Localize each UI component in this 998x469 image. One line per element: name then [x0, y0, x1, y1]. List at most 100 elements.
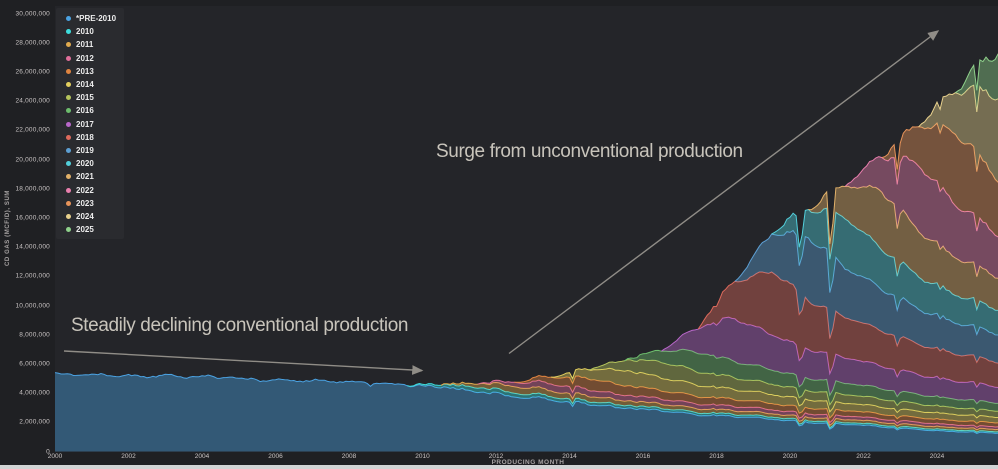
area-outline-2025 [955, 53, 998, 94]
legend-dot-icon [66, 55, 71, 61]
legend-item-2018[interactable]: 2018 [56, 131, 124, 144]
legend-label: 2025 [76, 225, 94, 235]
legend-item-2021[interactable]: 2021 [56, 170, 124, 183]
legend-dot-icon [66, 108, 71, 114]
legend-label: 2012 [76, 53, 94, 63]
horizontal-scrollbar[interactable] [0, 465, 998, 469]
legend-dot-icon [66, 174, 71, 180]
legend-item-2010[interactable]: 2010 [56, 25, 124, 38]
legend-label: 2018 [76, 132, 94, 142]
area-2018[interactable] [698, 272, 998, 388]
area-outline-2024 [918, 84, 998, 128]
legend-label: 2010 [76, 27, 94, 37]
legend-item-2025[interactable]: 2025 [56, 223, 124, 236]
y-tick-label: 4,000,000 [19, 389, 50, 397]
legend: *PRE-2010 2010 2011 2012 2013 2014 2015 2016 201… [56, 8, 124, 240]
legend-item-2011[interactable]: 2011 [56, 38, 124, 51]
surge-arrow [508, 30, 940, 355]
annotation-surge: Surge from unconventional production [436, 141, 743, 162]
y-tick-label: 18,000,000 [15, 185, 50, 193]
x-tick-label: 2016 [635, 453, 651, 460]
legend-item-2024[interactable]: 2024 [56, 210, 124, 223]
legend-dot-icon [66, 147, 71, 153]
legend-label: 2019 [76, 145, 94, 155]
legend-dot-icon [66, 134, 71, 140]
y-tick-label: 20,000,000 [15, 156, 50, 163]
y-tick-label: 24,000,000 [15, 97, 50, 105]
y-tick-label: 22,000,000 [15, 126, 50, 134]
x-tick-label: 2020 [782, 453, 798, 460]
legend-label: 2020 [76, 159, 94, 169]
legend-label: 2015 [76, 93, 94, 103]
y-tick-label: 6,000,000 [19, 360, 50, 368]
area-2011[interactable] [440, 382, 998, 433]
area-2013[interactable] [514, 375, 998, 428]
legend-item-PRE-2010[interactable]: *PRE-2010 [56, 12, 124, 25]
x-tick-label: 2006 [268, 453, 283, 460]
legend-label: 2021 [76, 172, 94, 182]
area-2010[interactable] [407, 383, 998, 434]
y-tick-label: 8,000,000 [19, 331, 50, 339]
legend-item-2022[interactable]: 2022 [56, 183, 124, 196]
y-tick-label: 26,000,000 [15, 68, 50, 76]
area-2024[interactable] [918, 85, 998, 183]
x-tick-label: 2012 [488, 453, 504, 460]
y-tick-label: 10,000,000 [15, 302, 50, 309]
legend-item-2017[interactable]: 2017 [56, 118, 124, 131]
y-axis-title: CD GAS (MCF/D), SUM [5, 189, 11, 267]
legend-item-2012[interactable]: 2012 [56, 52, 124, 65]
area-outline-PRE-2010 [55, 372, 998, 435]
legend-item-2020[interactable]: 2020 [56, 157, 124, 170]
legend-dot-icon [66, 121, 71, 127]
area-outline-2016 [624, 348, 998, 405]
legend-dot-icon [66, 42, 71, 48]
area-2016[interactable] [624, 349, 998, 412]
x-axis-title: PRODUCING MONTH [491, 459, 565, 466]
area-2017[interactable] [661, 317, 998, 404]
legend-item-2013[interactable]: 2013 [56, 65, 124, 78]
x-tick-label: 2010 [415, 453, 430, 460]
legend-item-2023[interactable]: 2023 [56, 197, 124, 210]
annotation-arrows [63, 30, 940, 375]
legend-label: 2024 [76, 211, 94, 221]
area-outline-2012 [477, 379, 998, 428]
area-outline-2023 [881, 122, 998, 183]
legend-dot-icon [66, 68, 71, 74]
legend-label: 2011 [76, 40, 94, 50]
area-2022[interactable] [845, 156, 998, 279]
x-tick-label: 2008 [341, 453, 357, 460]
legend-item-2016[interactable]: 2016 [56, 104, 124, 117]
legend-label: 2014 [76, 80, 94, 90]
legend-dot-icon [66, 16, 71, 22]
area-2025[interactable] [955, 54, 998, 112]
area-outline-2015 [587, 359, 998, 413]
area-outline-2019 [734, 229, 998, 336]
y-tick-label: 30,000,000 [15, 10, 50, 17]
area-outline-2010 [407, 382, 998, 433]
area-PRE-2010[interactable] [55, 372, 998, 452]
legend-dot-icon [66, 161, 71, 167]
area-2023[interactable] [881, 123, 998, 237]
legend-label: 2013 [76, 66, 94, 76]
area-2021[interactable] [808, 185, 998, 311]
annotation-decline: Steadily declining conventional producti… [71, 315, 409, 336]
legend-item-2014[interactable]: 2014 [56, 78, 124, 91]
y-tick-label: 0 [46, 448, 50, 455]
legend-dot-icon [66, 213, 71, 219]
legend-dot-icon [66, 187, 71, 193]
area-2019[interactable] [734, 230, 998, 364]
y-tick-label: 12,000,000 [15, 272, 50, 280]
x-tick-label: 2014 [562, 453, 577, 460]
legend-label: 2017 [76, 119, 94, 129]
area-outline-2022 [844, 155, 998, 238]
area-outline-2018 [697, 271, 998, 364]
legend-dot-icon [66, 82, 71, 88]
y-tick-label: 16,000,000 [15, 214, 50, 222]
legend-item-2019[interactable]: 2019 [56, 144, 124, 157]
legend-label: 2022 [76, 185, 94, 195]
area-outline-2014 [551, 367, 998, 419]
y-tick-label: 2,000,000 [19, 418, 50, 426]
legend-item-2015[interactable]: 2015 [56, 91, 124, 104]
